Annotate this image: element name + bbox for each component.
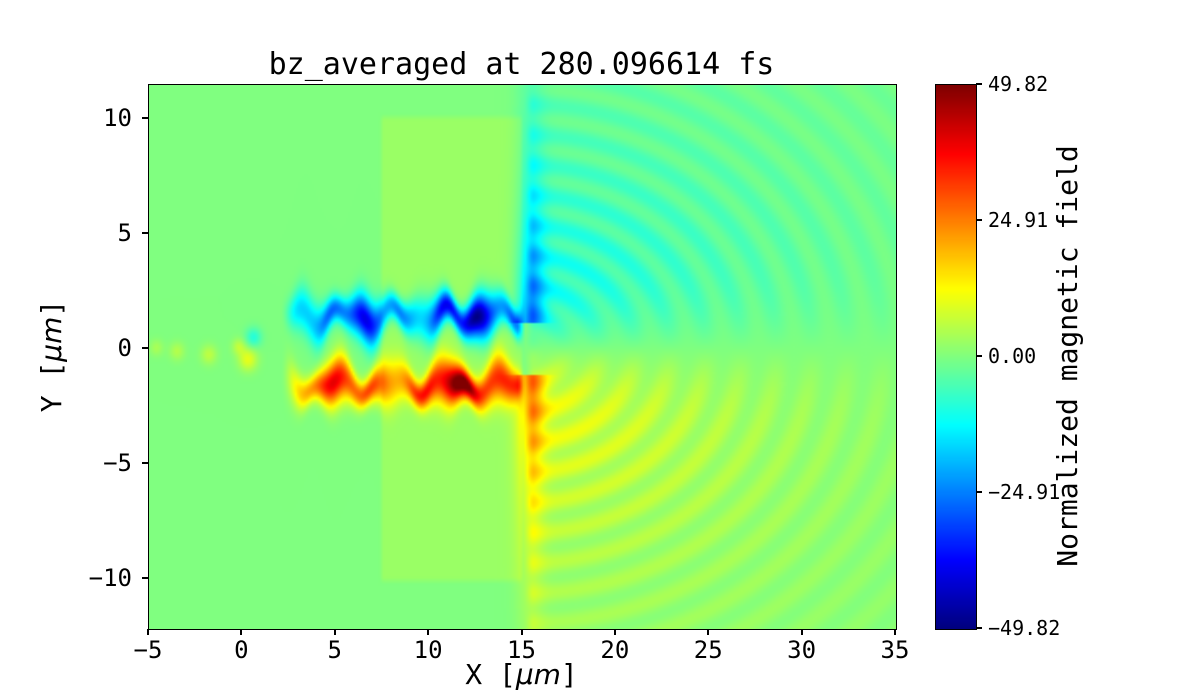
x-axis-label-prefix: X [ [465, 658, 516, 691]
y-tick-mark [142, 461, 148, 464]
x-tick-mark [894, 629, 896, 635]
x-axis-label-unit: μm [515, 658, 561, 691]
y-axis-label: Y [μm] [35, 299, 68, 413]
x-tick-mark [520, 629, 523, 635]
x-tick-label: 20 [600, 636, 630, 664]
heatmap-canvas [149, 85, 896, 629]
y-tick-mark [142, 117, 148, 120]
y-tick-mark [142, 232, 148, 235]
plot-area [148, 84, 897, 630]
colorbar-gradient [936, 85, 976, 629]
colorbar-axis: 49.82 24.91 0.00 −24.91 −49.82 [976, 74, 1096, 638]
y-tick-label: −10 [88, 563, 132, 592]
x-axis-label: X [μm] [148, 661, 895, 689]
y-axis-label-prefix: Y [ [35, 361, 68, 413]
x-tick-mark [427, 629, 430, 635]
x-axis-label-suffix: ] [560, 658, 578, 691]
x-tick-label: 25 [693, 636, 723, 664]
x-tick-label: 30 [787, 636, 817, 664]
colorbar [935, 84, 977, 630]
colorbar-tick-mark [976, 355, 982, 357]
y-tick-label: 0 [117, 333, 132, 362]
y-tick-label: 5 [117, 219, 132, 248]
x-tick-mark [707, 629, 710, 635]
colorbar-tick-label: 0.00 [988, 344, 1037, 368]
chart-title: bz_averaged at 280.096614 fs [268, 47, 775, 82]
x-tick-mark [147, 629, 149, 635]
colorbar-tick-label: −49.82 [988, 616, 1061, 640]
x-tick-mark [240, 629, 243, 635]
x-tick-label: 35 [880, 636, 910, 664]
colorbar-tick-mark [976, 83, 982, 85]
x-tick-mark [800, 629, 803, 635]
colorbar-tick-label: 49.82 [988, 72, 1049, 96]
y-tick-mark [142, 576, 148, 579]
x-tick-label: −5 [133, 636, 163, 664]
y-axis-label-unit: μm [35, 316, 68, 362]
y-tick-mark [142, 346, 148, 349]
y-axis-label-suffix: ] [35, 299, 68, 317]
x-tick-mark [613, 629, 616, 635]
colorbar-tick-mark [976, 219, 982, 221]
x-tick-label: 5 [327, 636, 342, 664]
x-tick-label: 15 [507, 636, 536, 664]
y-axis: 10 5 0 −5 −10 [0, 84, 148, 628]
x-tick-mark [333, 629, 336, 635]
colorbar-tick-mark [976, 491, 982, 493]
y-tick-label: 10 [103, 104, 132, 133]
y-tick-label: −5 [103, 448, 132, 477]
x-tick-label: 10 [413, 636, 443, 664]
colorbar-tick-label: 24.91 [988, 208, 1049, 232]
x-tick-label: 0 [234, 636, 249, 664]
x-axis: −5 0 5 10 15 20 25 30 35 [134, 629, 909, 669]
colorbar-tick-label: −24.91 [988, 480, 1061, 504]
colorbar-tick-mark [976, 627, 982, 629]
colorbar-label: Normalized magnetic field [1051, 145, 1084, 567]
